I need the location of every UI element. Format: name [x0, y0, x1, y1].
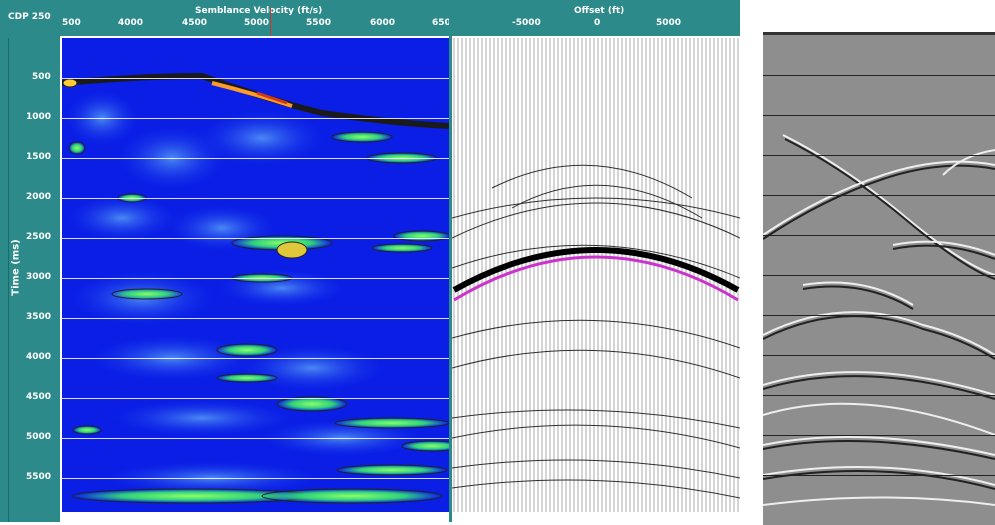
time-gridline	[62, 118, 449, 119]
time-tick-label: 500	[32, 72, 51, 82]
time-gridline	[62, 438, 449, 439]
seismic-section[interactable]	[763, 32, 995, 525]
time-tick-label: 3000	[26, 272, 52, 282]
time-gridline	[62, 198, 449, 199]
time-gridline	[62, 358, 449, 359]
time-tick-label: 4500	[26, 392, 52, 402]
section-gridline	[763, 395, 995, 396]
time-tick-label: 1000	[26, 112, 52, 122]
section-gridline	[763, 155, 995, 156]
velocity-tick-label: 5500	[306, 18, 332, 28]
offset-tick-label: -5000	[512, 18, 541, 28]
offset-tick-label: 0	[594, 18, 601, 28]
velocity-tick-label: 5000	[244, 18, 270, 28]
section-gridline	[763, 435, 995, 436]
time-gridline	[62, 318, 449, 319]
moveout-pick-curve	[453, 255, 739, 302]
time-axis-label: Time (ms)	[10, 239, 22, 296]
time-gridline	[62, 478, 449, 479]
semblance-panel[interactable]	[62, 38, 449, 512]
time-tick-label: 1500	[26, 152, 52, 162]
section-gridline	[763, 115, 995, 116]
time-tick-label: 2500	[26, 232, 52, 242]
section-gridline	[763, 275, 995, 276]
time-tick-label: 4000	[26, 352, 52, 362]
time-tick-label: 2000	[26, 192, 52, 202]
section-gridline	[763, 475, 995, 476]
velocity-tick-label: 4500	[182, 18, 208, 28]
velocity-pick-marker	[270, 8, 271, 36]
semblance-title: Semblance Velocity (ft/s)	[195, 6, 323, 16]
velocity-tick-label: 4000	[118, 18, 144, 28]
seismic-section-image	[763, 134, 995, 506]
time-gridline	[62, 398, 449, 399]
time-axis-inner	[8, 38, 59, 522]
gather-header: Offset (ft) -5000 0 5000	[452, 0, 740, 36]
section-gridline	[763, 75, 995, 76]
offset-tick-label: 5000	[656, 18, 682, 28]
velocity-tick-label: 500	[62, 18, 81, 28]
time-tick-label: 3500	[26, 312, 52, 322]
time-gridline	[62, 238, 449, 239]
cdp-label: CDP 250	[8, 12, 51, 22]
section-gridline	[763, 235, 995, 236]
gather-panel[interactable]	[452, 38, 740, 512]
panel-separator	[449, 0, 452, 522]
section-gridline	[763, 195, 995, 196]
velocity-tick-label: 650	[432, 18, 451, 28]
section-gridline	[763, 315, 995, 316]
semblance-header: Semblance Velocity (ft/s) 500 4000 4500 …	[60, 0, 451, 36]
semblance-image	[62, 38, 449, 504]
time-tick-label: 5500	[26, 472, 52, 482]
time-gridline	[62, 278, 449, 279]
velocity-tick-label: 6000	[370, 18, 396, 28]
gather-title: Offset (ft)	[574, 6, 625, 16]
seismic-gather	[452, 38, 740, 512]
time-tick-label: 5000	[26, 432, 52, 442]
section-gridline	[763, 355, 995, 356]
moveout-curve	[452, 247, 740, 293]
time-gridline	[62, 78, 449, 79]
time-gridline	[62, 158, 449, 159]
